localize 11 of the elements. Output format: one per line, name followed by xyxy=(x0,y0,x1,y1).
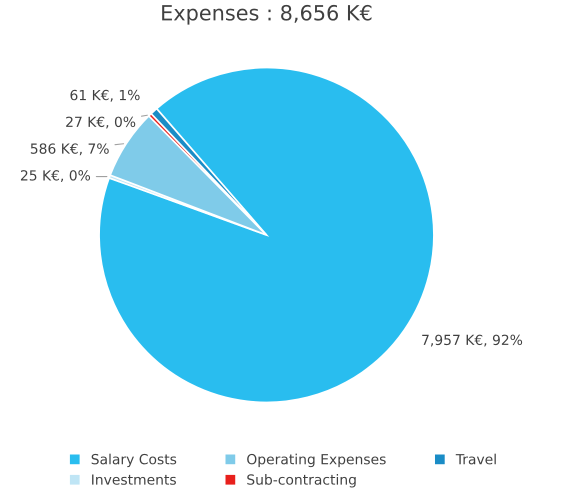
legend-label: Investments xyxy=(92,474,176,485)
data-label: 7,957 K€, 92% xyxy=(422,334,522,347)
data-label: 27 K€, 0% xyxy=(66,116,136,128)
legend-label: Salary Costs xyxy=(92,454,176,468)
legend-label: Sub-contracting xyxy=(247,474,356,488)
legend-label: Travel xyxy=(456,454,496,464)
chart-title: Expenses : 8,656 K€ xyxy=(162,4,372,25)
legend-label: Operating Expenses xyxy=(247,454,386,468)
data-label: 586 K€, 7% xyxy=(30,143,109,156)
data-label: 25 K€, 0% xyxy=(20,170,90,182)
data-label: 61 K€, 1% xyxy=(70,90,140,102)
